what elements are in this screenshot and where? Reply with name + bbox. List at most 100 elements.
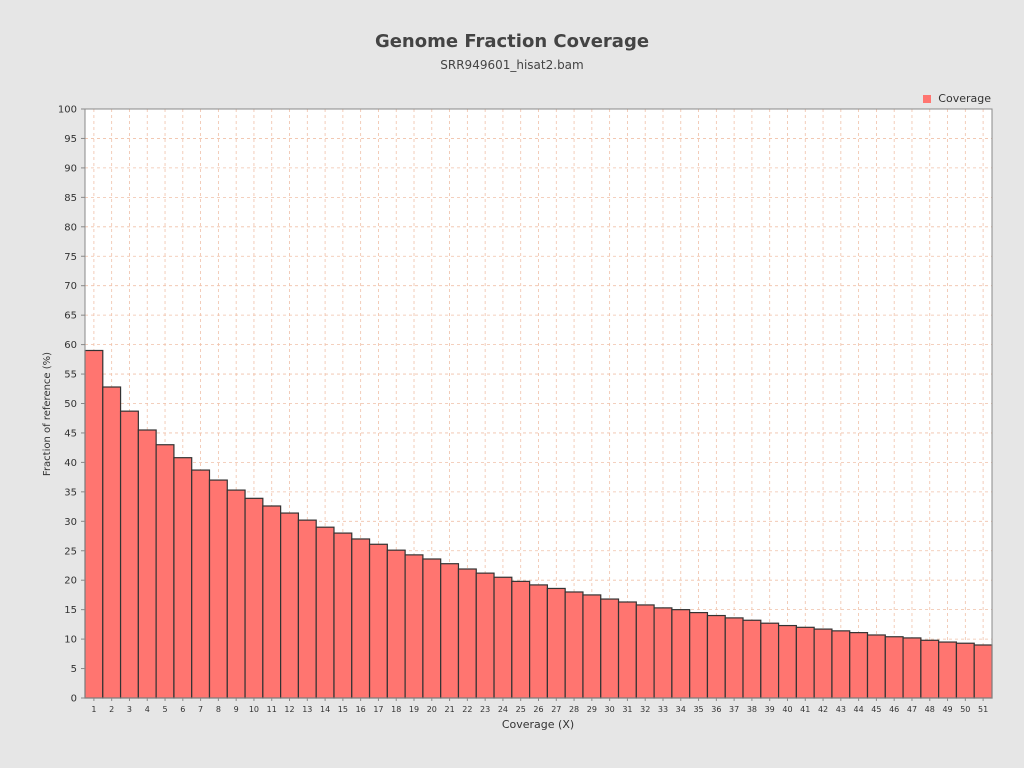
y-axis-label: Fraction of reference (%)	[42, 352, 53, 476]
bar	[457, 568, 477, 699]
x-tick-label: 7	[198, 705, 203, 714]
bar	[529, 584, 548, 699]
x-tick-label: 41	[800, 705, 810, 714]
x-tick-label: 4	[145, 705, 150, 714]
x-tick-label: 35	[693, 705, 703, 714]
bar	[333, 532, 353, 699]
x-tick-label: 12	[284, 705, 294, 714]
bar	[475, 572, 495, 699]
x-tick-label: 10	[249, 705, 259, 714]
bar	[973, 644, 993, 699]
x-tick-label: 3	[127, 705, 132, 714]
x-tick-label: 5	[162, 705, 167, 714]
bar	[280, 512, 300, 699]
y-tick-label: 45	[64, 428, 77, 439]
bar	[653, 607, 673, 699]
bar	[760, 622, 780, 699]
y-tick-label: 35	[64, 487, 77, 498]
y-tick-label: 95	[64, 134, 77, 145]
bar	[724, 617, 744, 699]
bar	[742, 619, 762, 699]
bar	[191, 469, 211, 699]
x-tick-label: 22	[462, 705, 472, 714]
chart-title: Genome Fraction Coverage	[374, 31, 650, 52]
bar	[546, 587, 566, 699]
x-tick-label: 32	[640, 705, 650, 714]
y-tick-label: 100	[58, 105, 77, 116]
y-tick-label: 5	[71, 664, 77, 675]
bar	[511, 580, 531, 699]
x-tick-label: 48	[925, 705, 935, 714]
bar	[920, 639, 940, 699]
x-tick-label: 13	[302, 705, 312, 714]
bar	[262, 505, 282, 699]
x-tick-label: 19	[409, 705, 419, 714]
y-tick-label: 40	[64, 458, 77, 469]
x-tick-label: 27	[551, 705, 561, 714]
bar	[119, 410, 139, 699]
bar	[386, 549, 406, 699]
x-tick-label: 26	[533, 705, 543, 714]
x-tick-label: 42	[818, 705, 828, 714]
bar	[955, 642, 975, 699]
y-tick-label: 80	[64, 222, 77, 233]
bar	[617, 601, 637, 699]
x-tick-label: 28	[569, 705, 579, 714]
x-tick-label: 40	[782, 705, 792, 714]
x-tick-label: 33	[658, 705, 668, 714]
x-tick-label: 21	[444, 705, 454, 714]
x-tick-label: 43	[836, 705, 846, 714]
x-tick-label: 46	[889, 705, 899, 714]
bar	[226, 489, 246, 699]
y-tick-label: 90	[64, 163, 77, 174]
bar	[902, 637, 922, 699]
x-tick-label: 29	[587, 705, 597, 714]
y-tick-label: 85	[64, 193, 77, 204]
y-tick-label: 10	[64, 635, 77, 646]
x-tick-label: 6	[180, 705, 185, 714]
bar	[244, 497, 264, 699]
x-tick-label: 18	[391, 705, 401, 714]
bar	[493, 576, 513, 699]
x-tick-label: 34	[676, 705, 686, 714]
x-tick-label: 20	[427, 705, 437, 714]
x-tick-label: 30	[605, 705, 615, 714]
bar	[689, 611, 709, 699]
y-tick-label: 20	[64, 576, 77, 587]
bar	[564, 591, 584, 699]
x-tick-label: 8	[216, 705, 221, 714]
bar	[813, 628, 833, 699]
bar	[351, 538, 371, 699]
y-tick-label: 70	[64, 281, 77, 292]
y-axis-ticks: 0 5 10 15 20 25 30 35 40 45 50 55 60 65 70 75 80 85 90 95 10…	[58, 105, 85, 705]
x-tick-label: 1	[91, 705, 96, 714]
y-tick-label: 25	[64, 546, 77, 557]
bar	[600, 598, 620, 699]
legend-swatch	[923, 94, 932, 103]
x-tick-label: 9	[234, 705, 239, 714]
bar	[440, 563, 460, 699]
x-tick-label: 51	[978, 705, 988, 714]
x-tick-label: 16	[356, 705, 366, 714]
y-tick-label: 55	[64, 370, 77, 381]
bar	[831, 630, 851, 699]
y-tick-label: 75	[64, 252, 77, 263]
bar	[155, 444, 175, 699]
bar	[102, 386, 122, 699]
x-tick-label: 44	[854, 705, 864, 714]
bar	[404, 554, 424, 699]
chart-subtitle: SRR949601_hisat2.bam	[440, 58, 584, 72]
y-tick-label: 0	[71, 694, 77, 705]
bar	[938, 641, 958, 699]
x-tick-label: 15	[338, 705, 348, 714]
y-tick-label: 50	[64, 399, 77, 410]
y-tick-label: 60	[64, 340, 77, 351]
bar	[706, 614, 726, 699]
bars	[84, 349, 993, 699]
x-tick-label: 25	[516, 705, 526, 714]
x-tick-label: 49	[942, 705, 952, 714]
bar	[777, 624, 797, 699]
bar	[582, 594, 602, 699]
chart-legend: Coverage	[923, 92, 991, 105]
x-tick-label: 2	[109, 705, 114, 714]
